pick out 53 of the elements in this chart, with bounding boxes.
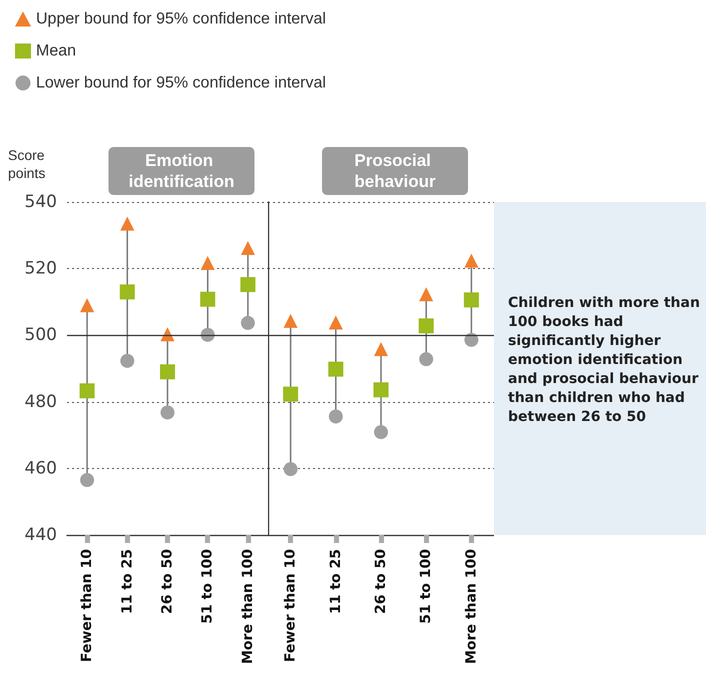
y-tick-label: 500	[24, 325, 57, 346]
point	[374, 342, 388, 356]
x-tick-label: 11 to 25	[328, 549, 344, 614]
point	[80, 298, 94, 312]
point	[328, 362, 344, 377]
point	[160, 405, 174, 420]
legend-label: Lower bound for 95% confidence interval	[36, 74, 326, 92]
point	[284, 314, 298, 328]
point	[200, 292, 216, 307]
point	[240, 240, 255, 255]
point	[419, 352, 434, 366]
point	[200, 256, 215, 270]
point	[464, 254, 478, 268]
point	[374, 382, 388, 398]
point	[328, 409, 343, 424]
x-tick-label: 51 to 100	[200, 548, 216, 624]
legend-label: Mean	[36, 42, 76, 60]
y-axis-title: Score points	[8, 147, 48, 181]
x-tick-label: 51 to 100	[418, 548, 434, 624]
point	[328, 316, 343, 330]
point	[160, 327, 174, 342]
point	[80, 473, 94, 488]
point	[80, 383, 95, 398]
x-tick-label: Fewer than 10	[282, 548, 299, 662]
point	[120, 216, 134, 231]
point	[284, 462, 298, 476]
x-tick-label: More than 100	[463, 548, 480, 664]
point	[419, 287, 434, 302]
x-tick-label: Fewer than 10	[79, 548, 96, 662]
point	[240, 316, 255, 330]
point	[160, 364, 175, 380]
point	[464, 292, 479, 308]
point	[374, 425, 388, 440]
x-tick-label: 26 to 50	[373, 548, 389, 614]
y-tick-label: 540	[24, 192, 57, 212]
point	[418, 318, 434, 334]
text: Children with more than 100 books had significantly higher emotion identification and prosocial behaviour than children who had between 26 to 50	[494, 202, 706, 535]
point	[200, 328, 215, 342]
y-tick-label: 460	[24, 458, 57, 478]
chart-title: Prosocial behaviour	[354, 151, 436, 191]
y-tick-label: 480	[24, 392, 57, 412]
x-tick-label: More than 100	[240, 548, 256, 664]
x-tick-label: 26 to 50	[160, 548, 176, 614]
point	[120, 284, 135, 300]
y-tick-label: 520	[24, 258, 57, 279]
legend-label: Upper bound for 95% confidence interval	[36, 10, 326, 28]
point	[283, 386, 298, 402]
point	[240, 277, 256, 292]
y-tick-label: 440	[24, 525, 57, 545]
point	[464, 332, 478, 347]
point	[120, 354, 134, 368]
chart-title: Emotion identification	[128, 151, 234, 191]
x-tick-label: 11 to 25	[119, 549, 136, 614]
